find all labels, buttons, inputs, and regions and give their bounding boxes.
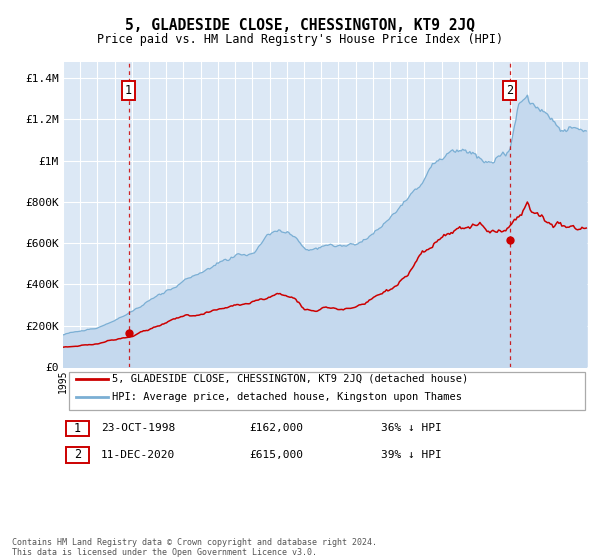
Text: 5, GLADESIDE CLOSE, CHESSINGTON, KT9 2JQ: 5, GLADESIDE CLOSE, CHESSINGTON, KT9 2JQ [125,18,475,32]
Text: £615,000: £615,000 [249,450,303,460]
Text: 2: 2 [506,84,513,97]
Text: Price paid vs. HM Land Registry's House Price Index (HPI): Price paid vs. HM Land Registry's House … [97,32,503,46]
Text: 39% ↓ HPI: 39% ↓ HPI [381,450,442,460]
Text: 11-DEC-2020: 11-DEC-2020 [101,450,175,460]
Text: £162,000: £162,000 [249,423,303,433]
Text: 2: 2 [74,448,81,461]
Text: 5, GLADESIDE CLOSE, CHESSINGTON, KT9 2JQ (detached house): 5, GLADESIDE CLOSE, CHESSINGTON, KT9 2JQ… [112,374,469,384]
Text: Contains HM Land Registry data © Crown copyright and database right 2024.
This d: Contains HM Land Registry data © Crown c… [12,538,377,557]
Text: HPI: Average price, detached house, Kingston upon Thames: HPI: Average price, detached house, King… [112,392,462,402]
Text: 1: 1 [125,84,132,97]
Text: 36% ↓ HPI: 36% ↓ HPI [381,423,442,433]
Text: 23-OCT-1998: 23-OCT-1998 [101,423,175,433]
Text: 1: 1 [74,422,81,435]
